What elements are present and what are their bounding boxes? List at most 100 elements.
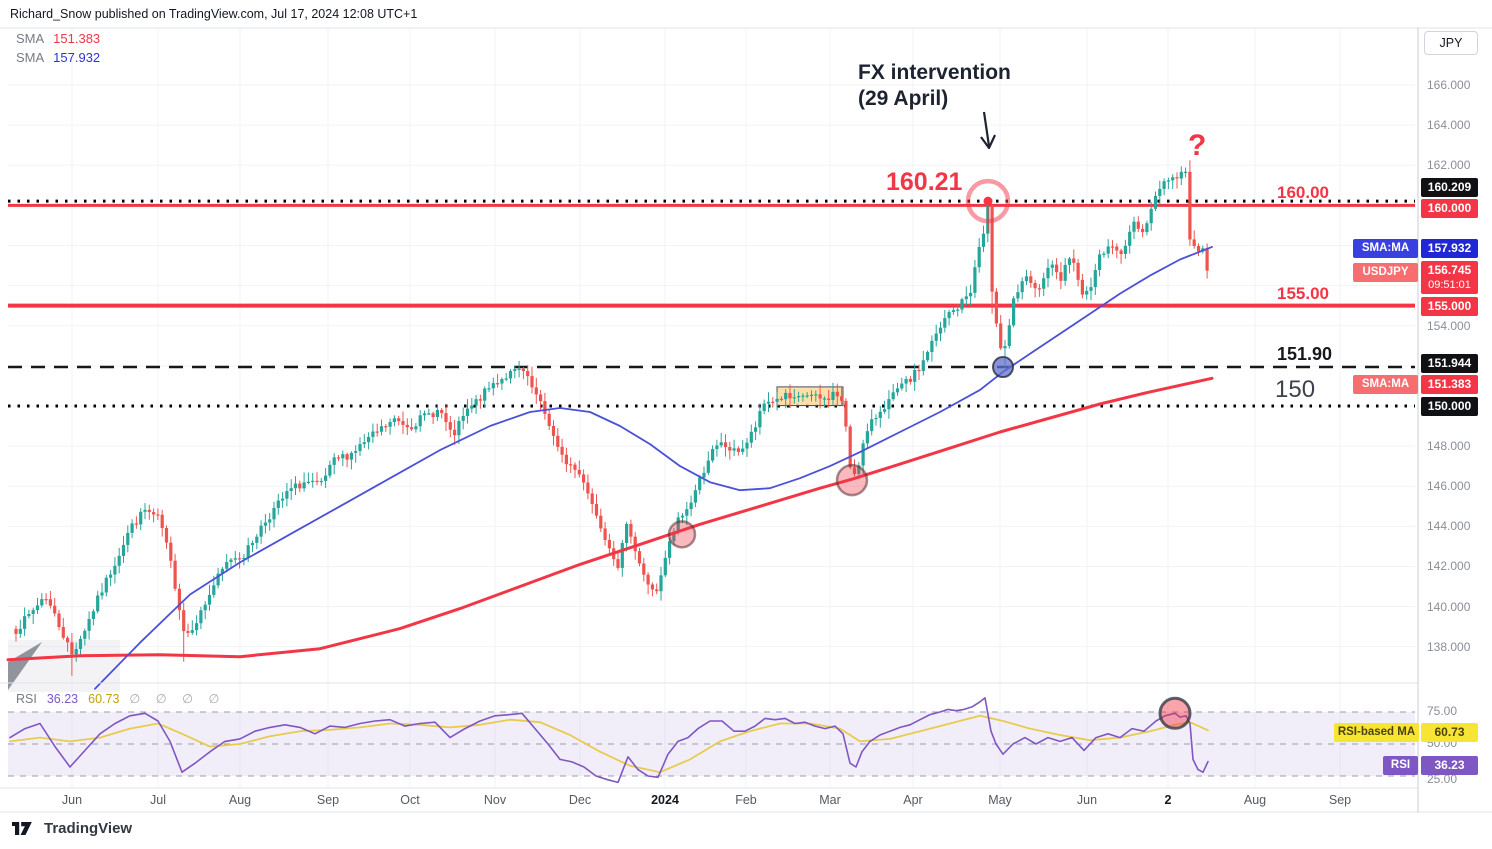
candle [276, 500, 280, 508]
candle [564, 454, 568, 465]
candle [521, 368, 525, 372]
candle [388, 422, 392, 427]
candle [844, 400, 848, 427]
candle [100, 592, 104, 596]
candle [216, 573, 220, 586]
candle [814, 394, 818, 396]
candle [465, 408, 470, 416]
candle [57, 613, 61, 628]
candle [83, 630, 87, 639]
candle [453, 429, 457, 436]
candle [517, 368, 521, 370]
candle [956, 309, 960, 311]
candle [926, 352, 930, 361]
sma-touch-marker [667, 520, 697, 549]
candle [491, 383, 495, 389]
candle [676, 517, 680, 532]
candle [719, 442, 723, 446]
candle [1050, 264, 1054, 268]
candle [831, 391, 835, 400]
candle [569, 464, 573, 466]
peak-ring-marker [965, 178, 1011, 224]
candle [857, 465, 861, 474]
candle [543, 401, 547, 414]
candle [655, 589, 659, 592]
sma-red-value-badge: 151.383 [1421, 375, 1478, 394]
time-axis-label: Jun [1076, 793, 1098, 807]
candle [367, 436, 371, 443]
time-axis-label: Aug [1243, 793, 1267, 807]
candle [109, 574, 113, 578]
candle [698, 477, 702, 491]
candle [599, 515, 603, 529]
candle [560, 446, 564, 455]
candle [629, 523, 633, 537]
candle [616, 559, 620, 568]
candle [207, 594, 212, 605]
candle [827, 398, 831, 400]
time-axis-label: Jun [61, 793, 83, 807]
candle [672, 531, 676, 542]
candle [822, 398, 826, 400]
candle [784, 392, 788, 400]
candle [281, 498, 285, 501]
candle [706, 460, 710, 473]
sma-blue-legend-label: SMA [16, 50, 45, 65]
rsi-line [9, 697, 1209, 784]
candle [311, 480, 315, 482]
attribution-text: Richard_Snow published on TradingView.co… [10, 7, 418, 21]
candle [904, 378, 908, 384]
candle [547, 413, 551, 426]
candle [973, 267, 977, 293]
candle [156, 514, 160, 516]
candle [315, 480, 319, 482]
candle [943, 318, 947, 328]
candle [1132, 221, 1136, 232]
candle [1110, 246, 1115, 248]
candle [474, 399, 478, 406]
fx-intervention-line1: FX intervention [858, 61, 1011, 84]
candle [556, 435, 560, 447]
candle [91, 611, 95, 619]
candle [1192, 239, 1196, 247]
candle [397, 418, 401, 422]
candle [302, 482, 306, 489]
candle [960, 299, 964, 310]
candle [990, 205, 994, 292]
candle [994, 291, 998, 324]
candle [1184, 171, 1188, 173]
candle [1059, 272, 1063, 281]
price-tick-label: 154.000 [1427, 318, 1471, 333]
candle [921, 360, 925, 371]
candle [1089, 287, 1093, 291]
time-axis[interactable]: Jun Jul Aug Sep Oct Nov Dec 2024 Feb Mar Apr May Jun… [0, 793, 1418, 813]
candle [392, 418, 396, 423]
candle [1085, 290, 1089, 295]
price-tick-label: 146.000 [1427, 479, 1471, 494]
candle [1055, 264, 1059, 273]
candle [285, 491, 289, 499]
candle [1123, 245, 1127, 254]
rsi-empty-slots: ∅ ∅ ∅ ∅ [129, 692, 226, 706]
candle [268, 519, 272, 523]
candle [1037, 288, 1041, 290]
candle [530, 376, 534, 388]
candle [324, 475, 328, 481]
candle [1119, 250, 1123, 254]
candle [229, 559, 233, 563]
candle [53, 605, 57, 614]
candle [263, 522, 267, 526]
tradingview-branding[interactable]: TradingView [12, 820, 132, 837]
candle [1093, 270, 1097, 288]
level-150-badge: 150.000 [1421, 397, 1478, 416]
candle [1012, 298, 1016, 326]
currency-axis-button[interactable]: JPY [1424, 31, 1478, 55]
candle [139, 511, 143, 525]
candle [461, 415, 465, 421]
level-160-badge: 160.000 [1421, 199, 1478, 218]
candle [736, 448, 740, 452]
candle [534, 387, 538, 395]
candle [113, 565, 117, 575]
candle [358, 444, 362, 452]
